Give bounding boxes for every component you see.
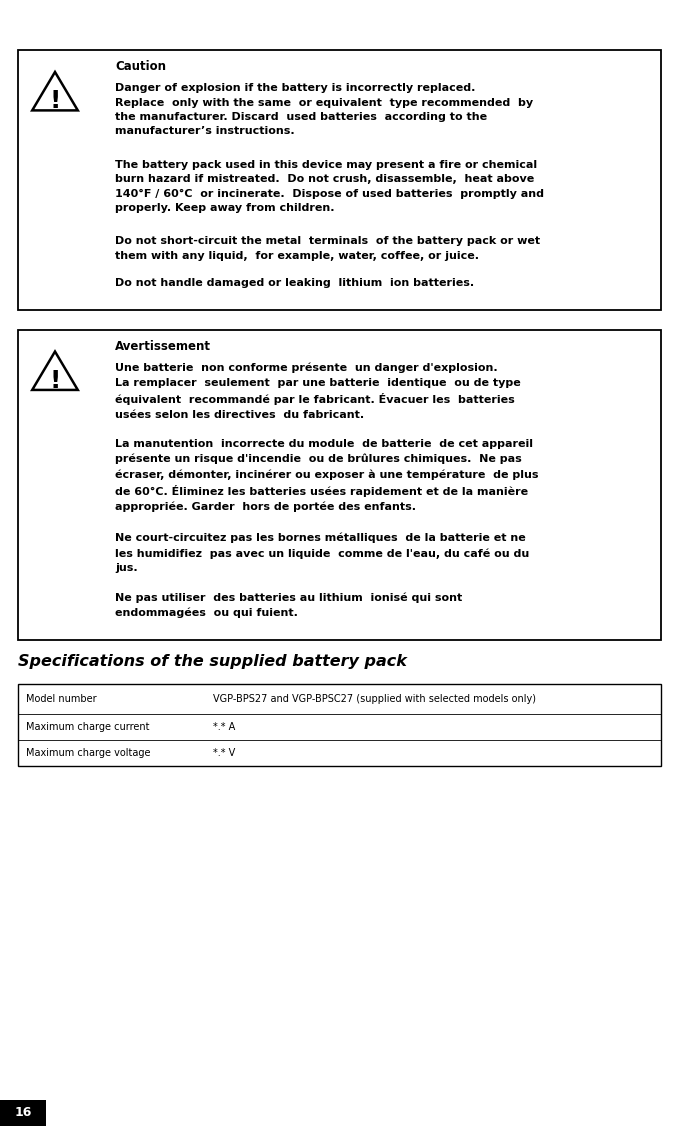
- Text: *.* V: *.* V: [213, 749, 235, 759]
- Text: Specifications of the supplied battery pack: Specifications of the supplied battery p…: [18, 654, 407, 669]
- Text: Maximum charge voltage: Maximum charge voltage: [26, 749, 151, 759]
- Text: Une batterie  non conforme présente  un danger d'explosion.
La remplacer  seulem: Une batterie non conforme présente un da…: [115, 363, 521, 420]
- Text: Do not short-circuit the metal  terminals  of the battery pack or wet
them with : Do not short-circuit the metal terminals…: [115, 236, 540, 260]
- Text: Do not handle damaged or leaking  lithium  ion batteries.: Do not handle damaged or leaking lithium…: [115, 278, 474, 288]
- Text: Maximum charge current: Maximum charge current: [26, 723, 149, 732]
- Text: Caution: Caution: [115, 60, 166, 73]
- Text: *.* A: *.* A: [213, 723, 235, 732]
- Text: La manutention  incorrecte du module  de batterie  de cet appareil
présente un r: La manutention incorrecte du module de b…: [115, 439, 538, 512]
- Text: !: !: [50, 89, 60, 114]
- Text: Ne pas utiliser  des batteries au lithium  ionisé qui sont
endommagées  ou qui f: Ne pas utiliser des batteries au lithium…: [115, 592, 462, 618]
- Text: !: !: [50, 369, 60, 393]
- Text: The battery pack used in this device may present a fire or chemical
burn hazard : The battery pack used in this device may…: [115, 160, 544, 213]
- Text: Model number: Model number: [26, 695, 96, 705]
- FancyBboxPatch shape: [18, 685, 661, 767]
- FancyBboxPatch shape: [18, 50, 661, 310]
- FancyBboxPatch shape: [0, 1100, 46, 1126]
- Text: VGP-BPS27 and VGP-BPSC27 (supplied with selected models only): VGP-BPS27 and VGP-BPSC27 (supplied with …: [213, 695, 536, 705]
- FancyBboxPatch shape: [18, 330, 661, 641]
- Text: Danger of explosion if the battery is incorrectly replaced.
Replace  only with t: Danger of explosion if the battery is in…: [115, 83, 533, 136]
- Text: Ne court-circuitez pas les bornes métalliques  de la batterie et ne
les humidifi: Ne court-circuitez pas les bornes métall…: [115, 533, 529, 573]
- Text: Avertissement: Avertissement: [115, 340, 211, 352]
- Text: 16: 16: [14, 1107, 32, 1119]
